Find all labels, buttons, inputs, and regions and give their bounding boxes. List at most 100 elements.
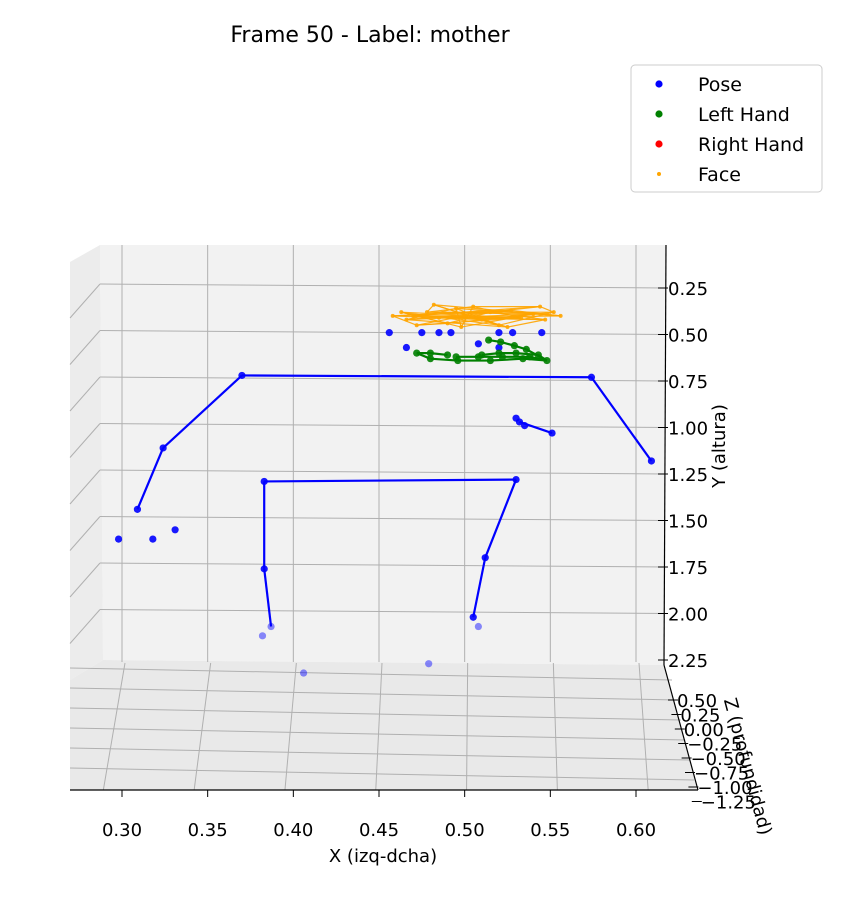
z-axis-line: [663, 664, 699, 791]
grid-line-y: [99, 376, 666, 382]
grid-line-y: [99, 516, 666, 521]
x-tick-label: 0.30: [102, 820, 142, 841]
z-tick-label: 0.25: [680, 706, 720, 727]
y-tick-label: 1.50: [668, 512, 708, 533]
face-point: [459, 325, 464, 330]
axes-panes: [70, 245, 698, 790]
face-point: [508, 308, 513, 313]
floor-pane: [70, 660, 698, 790]
left-hand-point: [443, 351, 452, 359]
left-hand-point: [510, 342, 518, 350]
y-axis-label: Y (altura): [709, 404, 730, 489]
grid-line-floor: [284, 662, 297, 791]
legend-label: Face: [698, 164, 741, 186]
grid-line-y: [99, 469, 666, 475]
tick-labels: 0.30 0.35 0.40 0.45 0.50 0.55 0.600.250.500.75…: [102, 279, 756, 841]
grid-line-floor-depth: [69, 767, 695, 781]
legend-label: Left Hand: [698, 104, 790, 126]
grid-line-floor-depth: [69, 727, 686, 741]
left-hand-point: [497, 338, 505, 346]
pose-connection: [484, 479, 518, 559]
legend-label: Right Hand: [698, 134, 804, 156]
pose-point: [495, 343, 503, 352]
pose-point: [435, 329, 443, 337]
face-point: [436, 315, 441, 320]
pose-connection: [590, 376, 653, 462]
pose-point: [548, 429, 556, 437]
x-tick-label: 0.45: [359, 820, 399, 841]
z-tick-label: −0.75: [694, 764, 749, 785]
legend-marker: [655, 140, 663, 148]
grid-line-y: [99, 330, 666, 335]
z-tick-label: −1.25: [701, 793, 756, 814]
pose-point: [469, 613, 477, 621]
left-hand-point: [413, 349, 421, 357]
left-hand-connection: [515, 352, 539, 357]
pose-point: [418, 329, 426, 337]
pose-point: [260, 477, 268, 486]
legend-marker: [655, 110, 663, 118]
face-connection: [490, 311, 546, 321]
grid-line-y-side: [69, 562, 101, 598]
grid-line-y: [99, 283, 666, 289]
face-point: [454, 306, 459, 311]
legend-box: [630, 64, 823, 193]
left-hand-point: [512, 349, 520, 357]
pose-point: [267, 622, 275, 631]
left-hand-point: [522, 345, 530, 353]
pose-point: [159, 444, 167, 452]
grid-line-y-side: [69, 423, 101, 458]
face-point: [558, 313, 563, 318]
pose-point: [512, 475, 520, 484]
face-connection: [413, 306, 541, 317]
y-tick-label: 0.75: [668, 372, 708, 393]
x-tick-label: 0.50: [445, 820, 485, 841]
x-tick-label: 0.60: [616, 820, 656, 841]
pose-point: [258, 632, 267, 640]
back-pane: [100, 245, 666, 665]
pose-point: [538, 329, 546, 337]
z-tick-label: 0.00: [684, 720, 724, 741]
left-hand-point: [426, 349, 434, 357]
chart-title: Frame 50 - Label: mother: [230, 23, 510, 48]
face-point: [543, 317, 548, 322]
pose-point: [114, 535, 123, 543]
left-hand-connection: [430, 357, 458, 362]
face-connection: [438, 315, 561, 319]
side-pane: [70, 245, 103, 680]
pose-connection: [241, 374, 592, 379]
y-tick-label: 1.75: [668, 558, 708, 579]
y-tick-label: 2.25: [668, 651, 708, 672]
grid-line-floor: [552, 662, 558, 791]
z-tick-label: 0.50: [677, 691, 717, 712]
face-point: [399, 310, 404, 315]
y-tick-label: 0.25: [668, 279, 708, 300]
face-point: [462, 313, 467, 318]
pose-point: [481, 554, 489, 562]
pose-point: [647, 457, 656, 465]
pose-point: [425, 660, 433, 668]
y-tick-label: 1.25: [668, 465, 708, 486]
pose-point: [587, 373, 596, 381]
face-point: [496, 323, 501, 328]
pose-point: [300, 669, 308, 677]
pose-connection: [162, 374, 243, 449]
data-points: [114, 302, 656, 677]
pose-point: [149, 535, 157, 543]
grid-line-floor-depth: [69, 707, 681, 721]
grid-line-floor-depth: [69, 747, 690, 761]
pose-point: [133, 505, 142, 513]
grid-line-y-side: [69, 330, 101, 365]
grid-line-y-side: [69, 469, 101, 505]
grid-line-floor: [193, 662, 212, 791]
grid-line-floor-depth: [69, 687, 677, 701]
x-tick-label: 0.35: [188, 820, 228, 841]
legend: Pose Left Hand Right Hand Face: [630, 64, 823, 193]
face-point: [538, 304, 543, 309]
pose-point: [171, 526, 179, 534]
face-point: [531, 312, 536, 317]
grid-line-y-side: [69, 516, 101, 551]
y-tick-label: 0.50: [668, 326, 708, 347]
face-point: [471, 304, 476, 309]
pose-point: [521, 422, 529, 430]
